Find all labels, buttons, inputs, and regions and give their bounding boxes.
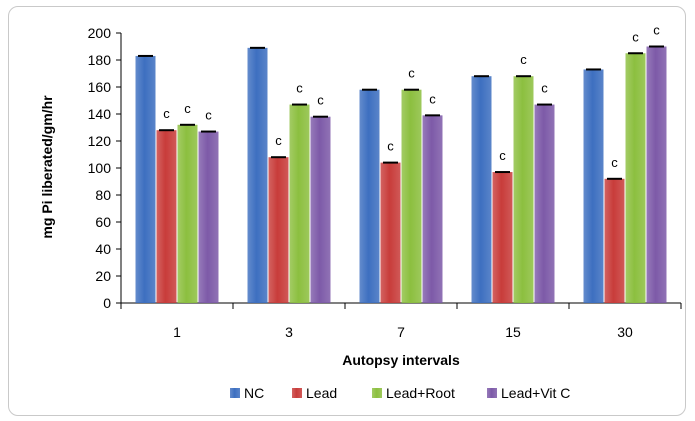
y-tick-label: 0 <box>103 295 111 311</box>
y-tick-label: 140 <box>88 106 112 122</box>
legend-swatch <box>372 388 382 398</box>
bar-lead-vit-c-3 <box>310 116 331 303</box>
y-axis-title: mg Pi liberated/gm/hr <box>39 95 55 239</box>
bar-lead-15 <box>492 172 513 303</box>
y-tick-label: 80 <box>95 187 111 203</box>
bar-nc-30 <box>583 69 604 303</box>
legend-label: NC <box>244 385 264 401</box>
y-tick-label: 40 <box>95 241 111 257</box>
significance-label: c <box>520 52 527 67</box>
bar-lead-root-7 <box>401 89 422 303</box>
bar-lead-1 <box>156 130 177 303</box>
bar-lead-3 <box>268 157 289 303</box>
significance-label: c <box>184 101 191 116</box>
bar-lead-root-3 <box>289 104 310 303</box>
significance-label: c <box>275 133 282 148</box>
x-tick-label: 15 <box>505 324 521 340</box>
bar-lead-vit-c-1 <box>198 131 219 303</box>
x-tick-label: 30 <box>617 324 633 340</box>
bar-lead-root-30 <box>625 53 646 303</box>
x-tick-label: 3 <box>285 324 293 340</box>
legend-label: Lead+Root <box>386 385 455 401</box>
y-tick-label: 60 <box>95 214 111 230</box>
significance-label: c <box>317 93 324 108</box>
significance-label: c <box>632 29 639 44</box>
y-tick-label: 200 <box>88 25 112 41</box>
significance-label: c <box>163 106 170 121</box>
y-tick-label: 120 <box>88 133 112 149</box>
y-tick-label: 180 <box>88 52 112 68</box>
legend-swatch <box>230 388 240 398</box>
significance-label: c <box>296 81 303 96</box>
significance-label: c <box>611 155 618 170</box>
y-tick-label: 20 <box>95 268 111 284</box>
bar-nc-15 <box>471 76 492 303</box>
bar-lead-vit-c-7 <box>422 115 443 303</box>
bar-lead-root-15 <box>513 76 534 303</box>
bar-nc-1 <box>135 55 156 304</box>
legend-label: Lead <box>306 385 337 401</box>
legend-label: Lead+Vit C <box>501 385 570 401</box>
legend-swatch <box>292 388 302 398</box>
bar-lead-7 <box>380 162 401 303</box>
significance-label: c <box>499 148 506 163</box>
bar-lead-vit-c-30 <box>646 46 667 303</box>
x-tick-label: 1 <box>173 324 181 340</box>
legend-swatch <box>487 388 497 398</box>
significance-label: c <box>429 91 436 106</box>
significance-label: c <box>387 139 394 154</box>
bar-nc-7 <box>359 89 380 303</box>
y-tick-label: 160 <box>88 79 112 95</box>
x-tick-label: 7 <box>397 324 405 340</box>
x-axis-title: Autopsy intervals <box>342 352 460 368</box>
bar-lead-30 <box>604 178 625 303</box>
significance-label: c <box>408 66 415 81</box>
bar-lead-root-1 <box>177 124 198 303</box>
significance-label: c <box>205 108 212 123</box>
significance-label: c <box>653 23 660 38</box>
bar-lead-vit-c-15 <box>534 104 555 303</box>
legend: NC Lead Lead+Root Lead+Vit C <box>230 385 570 401</box>
significance-label: c <box>541 81 548 96</box>
y-tick-label: 100 <box>88 160 112 176</box>
bar-nc-3 <box>247 47 268 303</box>
